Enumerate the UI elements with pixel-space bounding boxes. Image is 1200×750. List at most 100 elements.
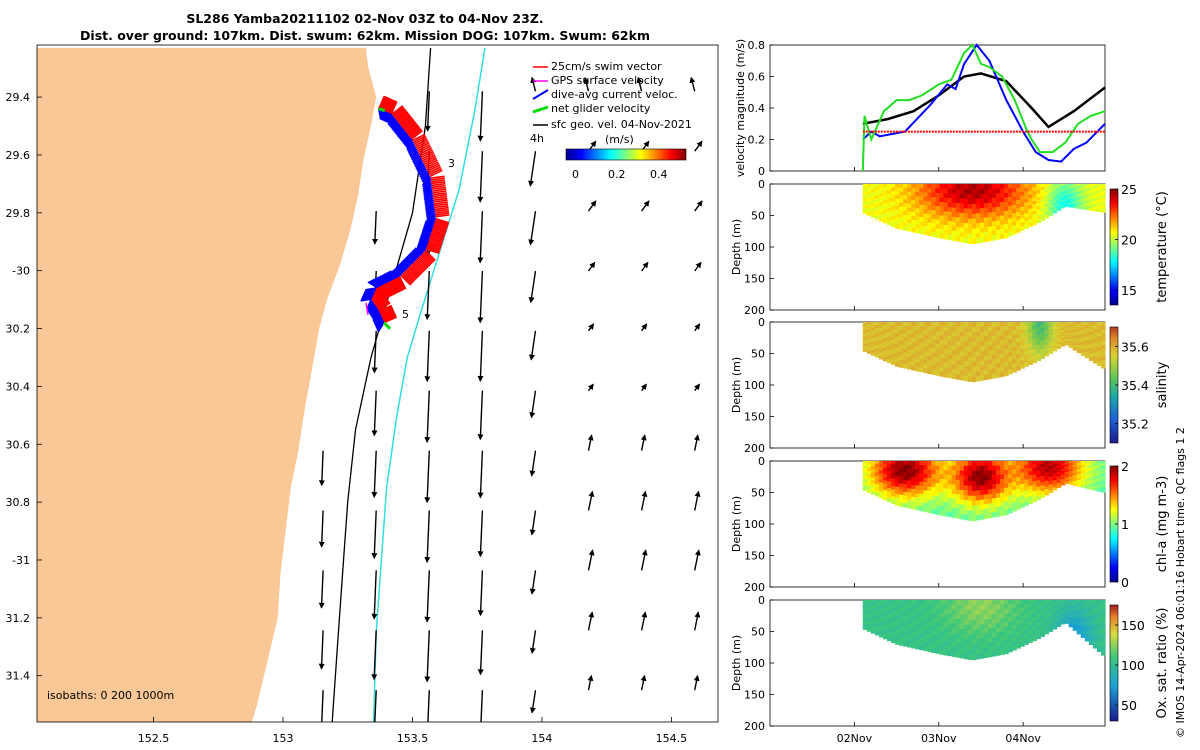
dive-avg-current-vector	[393, 268, 405, 273]
section-cell	[895, 362, 900, 367]
section-cell	[923, 490, 928, 496]
section-cell	[975, 604, 981, 611]
section-cell	[883, 338, 888, 342]
section-cell	[907, 333, 912, 339]
section-cell	[1092, 478, 1098, 481]
section-cell	[870, 463, 876, 468]
section-cell	[1060, 337, 1066, 341]
section-cell	[1060, 195, 1066, 199]
section-cell	[907, 207, 912, 212]
section-cell	[975, 361, 981, 367]
section-cell	[959, 217, 965, 224]
section-cell	[903, 226, 908, 231]
section-cell	[883, 490, 888, 494]
section-cell	[1028, 468, 1033, 473]
section-cell	[943, 335, 949, 341]
section-cell	[862, 334, 868, 338]
section-cell	[919, 196, 924, 202]
section-y-tick-label: 50	[751, 348, 765, 361]
section-cell	[1008, 617, 1013, 623]
section-cell	[911, 349, 916, 355]
section-cell	[951, 498, 957, 504]
section-cell	[1096, 204, 1102, 208]
section-cell	[1032, 633, 1037, 638]
section-cell	[1016, 196, 1021, 201]
section-cell	[903, 356, 908, 361]
section-cell	[907, 607, 912, 613]
section-cell	[1052, 475, 1058, 479]
section-cell	[1000, 353, 1005, 359]
section-cell	[983, 198, 989, 204]
salinity-ylabel: Depth (m)	[730, 357, 743, 413]
section-cell	[1084, 479, 1090, 482]
dive-avg-current-vector	[392, 120, 398, 131]
section-cell	[891, 222, 896, 227]
section-cell	[996, 474, 1001, 480]
section-cell	[1004, 501, 1009, 507]
dive-avg-current-vector	[406, 255, 418, 260]
section-cell	[1036, 467, 1041, 472]
section-cell	[1072, 197, 1078, 201]
section-cell	[895, 464, 900, 469]
section-cell	[895, 472, 900, 477]
section-cell	[1064, 617, 1070, 620]
section-cell	[1048, 489, 1054, 493]
geo-velocity-arrow	[528, 330, 537, 361]
section-cell	[947, 479, 953, 485]
section-cell	[1008, 356, 1013, 362]
section-cell	[1024, 501, 1029, 506]
section-cell	[943, 326, 949, 332]
section-cell	[967, 604, 973, 611]
section-cell	[879, 630, 884, 635]
section-cell	[971, 515, 977, 522]
section-cell	[1032, 184, 1037, 188]
section-cell	[1052, 482, 1058, 486]
section-cell	[899, 502, 904, 507]
section-cell	[1008, 495, 1013, 501]
section-cell	[923, 326, 928, 331]
section-cell	[1060, 611, 1066, 615]
section-cell	[1004, 649, 1009, 655]
section-cell	[939, 331, 945, 337]
section-cell	[907, 480, 912, 486]
section-cell	[951, 359, 957, 365]
dive-avg-current-vector	[380, 275, 391, 282]
dive-avg-current-vector	[398, 128, 404, 140]
section-cell	[963, 500, 969, 506]
section-cell	[1048, 322, 1054, 326]
section-cell	[1092, 482, 1098, 486]
section-cell	[1084, 603, 1090, 608]
section-cell	[1000, 636, 1005, 642]
section-cell	[967, 203, 973, 210]
section-cell	[1032, 461, 1037, 465]
section-cell	[967, 208, 973, 215]
section-cell	[939, 483, 945, 489]
section-cell	[923, 192, 928, 198]
section-cell	[939, 184, 945, 190]
section-cell	[987, 322, 993, 328]
section-cell	[1056, 188, 1062, 192]
section-cell	[1064, 462, 1070, 466]
section-cell	[992, 512, 997, 518]
section-cell	[911, 600, 916, 605]
section-cell	[1008, 201, 1013, 207]
section-cell	[971, 336, 977, 343]
section-cell	[1020, 603, 1025, 609]
section-cell	[1076, 332, 1082, 336]
section-cell	[899, 468, 904, 473]
section-cell	[1072, 347, 1078, 351]
section-cell	[971, 238, 977, 245]
section-cell	[947, 609, 953, 615]
section-cell	[1101, 471, 1106, 475]
section-cell	[1060, 324, 1066, 327]
section-cell	[947, 368, 953, 374]
section-cell	[870, 186, 876, 191]
section-cell	[992, 604, 997, 610]
section-cell	[1088, 629, 1094, 634]
section-cell	[1076, 186, 1082, 189]
section-cell	[1084, 336, 1090, 341]
section-cell	[979, 499, 985, 506]
section-cell	[1020, 360, 1025, 365]
swim-vector	[399, 115, 412, 126]
section-cell	[1016, 632, 1021, 637]
